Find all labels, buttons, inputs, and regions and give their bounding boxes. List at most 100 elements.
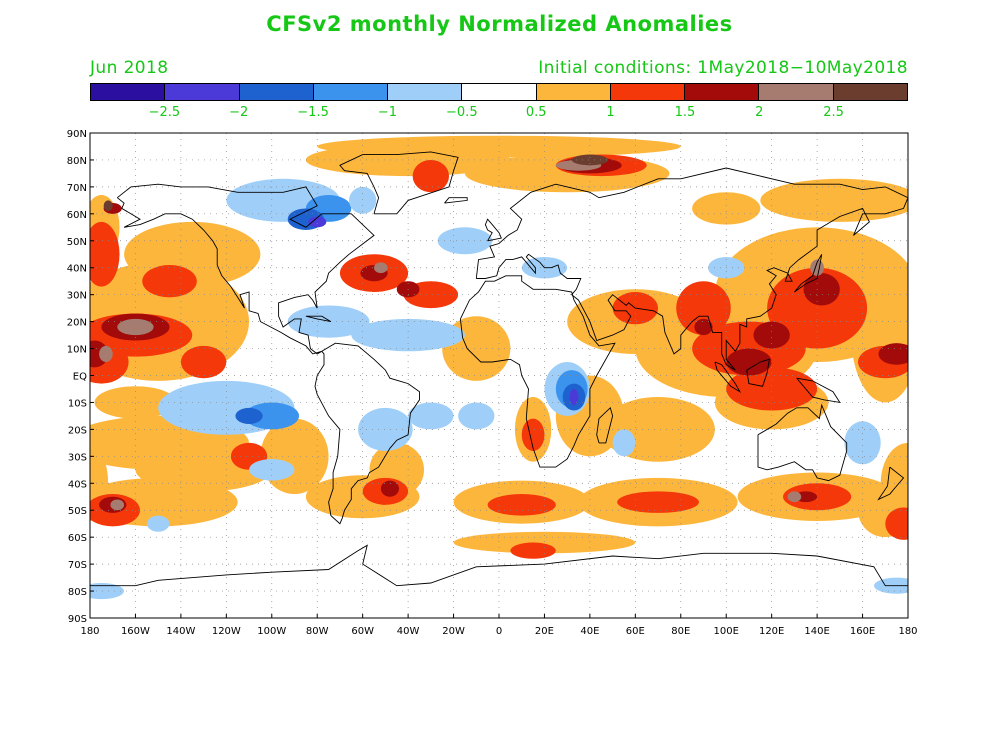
anomaly-patch: [110, 499, 125, 511]
color-scale-tick-label: 1: [606, 105, 615, 120]
latitude-label: 20S: [68, 425, 87, 436]
anomaly-patch: [358, 407, 413, 451]
longitude-label: 20E: [535, 626, 554, 637]
longitude-label: 100E: [714, 626, 739, 637]
color-scale-box: [239, 84, 314, 100]
color-scale-tick-label: −1: [377, 105, 398, 120]
longitude-label: 180: [80, 626, 99, 637]
anomaly-shading: [90, 135, 908, 600]
valid-month-label: Jun 2018: [90, 58, 169, 78]
anomaly-patch: [146, 515, 170, 532]
coastline: [714, 361, 742, 393]
latitude-label: 50S: [68, 506, 87, 517]
longitude-label: 160E: [850, 626, 875, 637]
longitude-label: 180: [898, 626, 917, 637]
color-scale-tick-label: 0.5: [525, 105, 547, 120]
anomaly-patch: [726, 367, 818, 411]
anomaly-patch: [612, 429, 636, 457]
longitude-label: 80E: [671, 626, 690, 637]
color-scale-box: [685, 84, 760, 100]
longitude-label: 120E: [759, 626, 784, 637]
coastline: [444, 197, 468, 204]
longitude-label: 0: [496, 626, 502, 637]
latitude-label: 90N: [67, 129, 87, 140]
coastline: [596, 406, 614, 444]
coastline: [475, 167, 908, 371]
anomaly-patch: [767, 267, 868, 349]
latitude-label: 50N: [67, 237, 87, 248]
anomaly-patch: [521, 418, 545, 451]
anomaly-patch: [851, 267, 908, 403]
longitude-label: 60E: [626, 626, 645, 637]
anomaly-patch: [99, 345, 113, 363]
coastline: [746, 358, 770, 387]
longitude-label: 140W: [166, 626, 195, 637]
longitude-label: 120W: [212, 626, 241, 637]
latitude-label: 30N: [67, 291, 87, 302]
initial-conditions-label: Initial conditions: 1May2018−10May2018: [538, 58, 908, 78]
anomaly-patch: [374, 262, 388, 274]
latitude-label: 40N: [67, 264, 87, 275]
anomaly-patch: [308, 216, 327, 228]
color-scale-tick-label: −2.5: [148, 105, 181, 120]
latitude-label: 80S: [68, 587, 87, 598]
coastlines: [90, 151, 908, 587]
longitude-label: 40E: [580, 626, 599, 637]
latitude-label: 10S: [68, 398, 87, 409]
longitude-label: 20W: [442, 626, 465, 637]
anomaly-patch: [437, 227, 493, 255]
anomaly-patch: [803, 273, 840, 306]
anomaly-patch: [726, 348, 772, 376]
longitude-label: 160W: [121, 626, 150, 637]
longitude-label: 100W: [257, 626, 286, 637]
coastline: [90, 544, 908, 587]
color-scale-box: [610, 84, 686, 100]
anomaly-patch: [351, 318, 465, 352]
anomaly-patch: [458, 402, 495, 430]
latitude-label: 60S: [68, 533, 87, 544]
anomaly-patch: [617, 491, 699, 513]
color-scale-box: [759, 84, 834, 100]
color-scale-box: [388, 84, 463, 100]
map-title: CFSv2 monthly Normalized Anomalies: [266, 12, 733, 36]
coastline: [314, 342, 420, 525]
anomaly-patch: [349, 186, 377, 214]
anomaly-patch: [569, 388, 579, 406]
anomaly-patch: [408, 402, 454, 430]
color-scale-tick-label: −1.5: [297, 105, 329, 120]
latitude-label: 30S: [68, 452, 87, 463]
coastline: [877, 466, 905, 501]
color-scale-tick-label: −0.5: [446, 105, 478, 120]
anomaly-patch: [753, 321, 790, 349]
coastline: [794, 254, 823, 293]
latitude-label: 70N: [67, 183, 87, 194]
anomaly-patch: [692, 192, 761, 225]
anomaly-patch: [380, 480, 400, 497]
latitude-label: 40S: [68, 479, 87, 490]
anomaly-patch: [142, 265, 197, 298]
color-scale-box: [833, 84, 907, 100]
anomaly-patch: [844, 421, 881, 465]
anomaly-patch: [694, 318, 713, 336]
longitude-label: 40W: [397, 626, 420, 637]
anomaly-patch: [117, 318, 154, 336]
color-scale-box: [165, 84, 240, 100]
coastline: [796, 377, 841, 404]
anomaly-patch: [571, 154, 609, 166]
color-scale-box: [91, 84, 166, 100]
color-scale-box: [313, 84, 389, 100]
longitude-label: 140E: [804, 626, 829, 637]
longitude-label: 60W: [351, 626, 374, 637]
latitude-label: 90S: [68, 614, 87, 625]
coastline: [757, 403, 848, 482]
color-scale-tick-label: 2.5: [823, 105, 844, 120]
anomaly-patch: [94, 386, 177, 419]
anomaly-patch: [885, 507, 908, 540]
coastline: [484, 218, 502, 242]
graticule: [90, 133, 908, 618]
anomaly-patch: [487, 494, 556, 516]
latitude-label: 20N: [67, 318, 87, 329]
color-scale-tick-label: 2: [755, 105, 764, 120]
coastline: [339, 151, 459, 215]
